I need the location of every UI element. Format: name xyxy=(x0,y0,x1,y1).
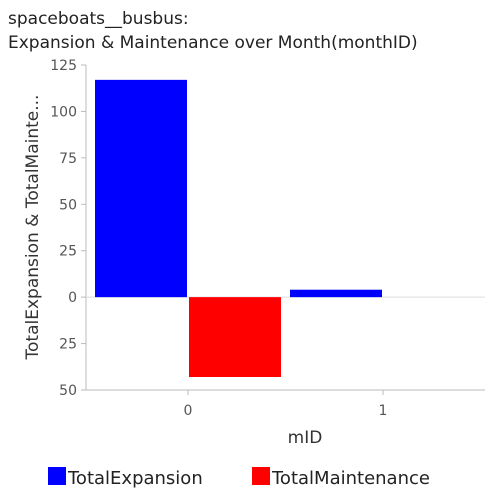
y-tick-label: 125 xyxy=(50,58,77,74)
x-tick-label: 1 xyxy=(379,403,388,419)
y-tick-label: 75 xyxy=(59,151,77,167)
bar-totalexpansion-1 xyxy=(290,289,382,298)
chart-title-line1: spaceboats__busbus: xyxy=(8,9,189,29)
bar-totalexpansion-0 xyxy=(95,79,187,298)
y-tick-label: 50 xyxy=(59,197,77,213)
x-tick-label: 0 xyxy=(184,403,193,419)
legend-swatch-totalmaintenance xyxy=(252,467,270,485)
y-tick-label: 0 xyxy=(68,290,77,306)
y-axis-title: TotalExpansion & TotalMainte... xyxy=(23,95,43,361)
y-tick-label: 25 xyxy=(59,337,77,353)
y-tick-label: 50 xyxy=(59,383,77,399)
legend-label-totalexpansion: TotalExpansion xyxy=(67,468,203,489)
bar-totalmaintenance-0 xyxy=(189,297,281,377)
y-tick-label: 100 xyxy=(50,104,77,120)
legend-swatch-totalexpansion xyxy=(48,467,66,485)
x-axis-title: mID xyxy=(288,428,323,448)
chart-title-line2: Expansion & Maintenance over Month(month… xyxy=(8,33,418,53)
legend-label-totalmaintenance: TotalMaintenance xyxy=(271,468,430,489)
y-tick-label: 25 xyxy=(59,244,77,260)
